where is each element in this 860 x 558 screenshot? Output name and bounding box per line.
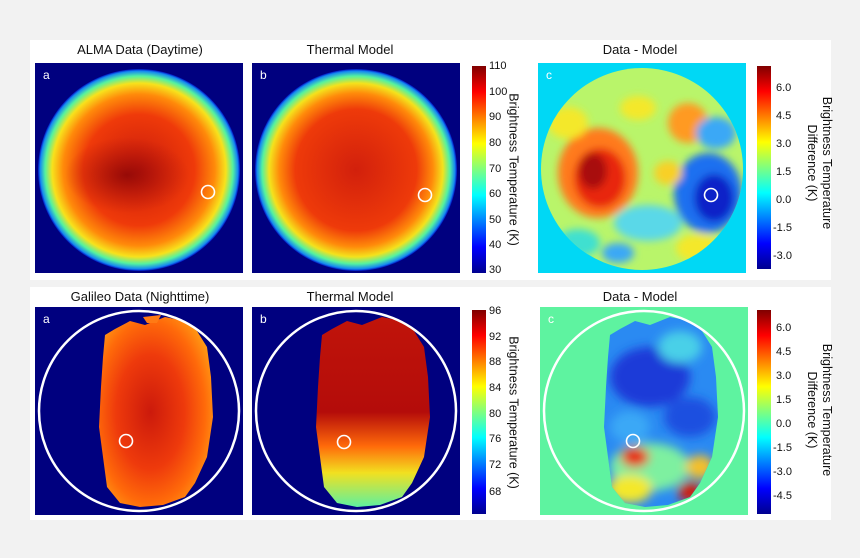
tick-label: 110 (489, 60, 507, 72)
tick-label: 6.0 (776, 82, 792, 94)
tick-label: 40 (489, 239, 502, 251)
panel-label-c: c (546, 68, 552, 82)
tick-label: -4.5 (773, 490, 792, 502)
panel-label-b: b (260, 312, 267, 326)
tick-label: 88 (489, 356, 502, 368)
tick-label: -1.5 (773, 222, 792, 234)
colorbar-label: Brightness Temperature Difference (K) (802, 78, 834, 248)
tick-label: 6.0 (776, 322, 792, 334)
tick-label: 0.0 (776, 418, 792, 430)
panel-label-c: c (548, 312, 554, 326)
tick-label: 90 (489, 111, 502, 123)
tick-label: 80 (489, 408, 502, 420)
location-marker-circle (200, 184, 216, 200)
tick-label: 4.5 (776, 346, 792, 358)
tick-label: 76 (489, 433, 502, 445)
location-marker-circle (703, 187, 719, 203)
tick-label: 70 (489, 163, 502, 175)
panel-label-a: a (43, 68, 50, 82)
alma-daytime-map: a (35, 63, 243, 273)
location-marker-circle (336, 434, 352, 450)
tick-label: 60 (489, 188, 502, 200)
galileo-nighttime-map: a (35, 307, 243, 515)
tick-label: 3.0 (776, 138, 792, 150)
colorbar-temperature-difference (757, 310, 771, 514)
location-marker-circle (417, 187, 433, 203)
panel-title-data-minus-model: Data - Model (602, 289, 678, 304)
colorbar-label: Brightness Temperature Difference (K) (802, 325, 834, 495)
location-marker-circle (118, 433, 134, 449)
colorbar-label: Brightness Temperature (K) (506, 336, 521, 489)
tick-label: 72 (489, 459, 502, 471)
tick-label: 30 (489, 264, 502, 276)
tick-label: 100 (489, 86, 508, 98)
colorbar-label: Brightness Temperature (K) (506, 93, 521, 246)
panel-title-thermal-model: Thermal Model (306, 289, 394, 304)
tick-label: 1.5 (776, 394, 792, 406)
thermal-model-nighttime-map: b (252, 307, 460, 515)
tick-label: 4.5 (776, 110, 792, 122)
colorbar-brightness-temperature (472, 66, 486, 273)
colorbar-label-line: Difference (K) (805, 124, 819, 202)
panel-label-a: a (43, 312, 50, 326)
tick-label: 3.0 (776, 370, 792, 382)
panel-label-b: b (260, 68, 267, 82)
tick-label: 50 (489, 214, 502, 226)
panel-title-data-minus-model: Data - Model (602, 42, 678, 57)
panel-title-thermal-model: Thermal Model (306, 42, 394, 57)
location-marker-circle (625, 433, 641, 449)
colorbar-temperature-difference (757, 66, 771, 269)
difference-nighttime-map: c (540, 307, 748, 515)
colorbar-label-line: Difference (K) (805, 371, 819, 449)
tick-label: 96 (489, 305, 502, 317)
tick-label: 0.0 (776, 194, 792, 206)
tick-label: -3.0 (773, 466, 792, 478)
difference-daytime-map: c (538, 63, 746, 273)
colorbar-label-line: Brightness Temperature (820, 343, 834, 477)
tick-label: 84 (489, 382, 502, 394)
colorbar-label-line: Brightness Temperature (820, 96, 834, 230)
tick-label: -3.0 (773, 250, 792, 262)
panel-title-alma-data: ALMA Data (Daytime) (77, 42, 203, 57)
tick-label: -1.5 (773, 442, 792, 454)
thermal-model-daytime-map: b (252, 63, 460, 273)
colorbar-brightness-temperature (472, 310, 486, 514)
tick-label: 92 (489, 331, 502, 343)
tick-label: 1.5 (776, 166, 792, 178)
panel-title-galileo-data: Galileo Data (Nighttime) (70, 289, 210, 304)
tick-label: 80 (489, 137, 502, 149)
tick-label: 68 (489, 486, 502, 498)
